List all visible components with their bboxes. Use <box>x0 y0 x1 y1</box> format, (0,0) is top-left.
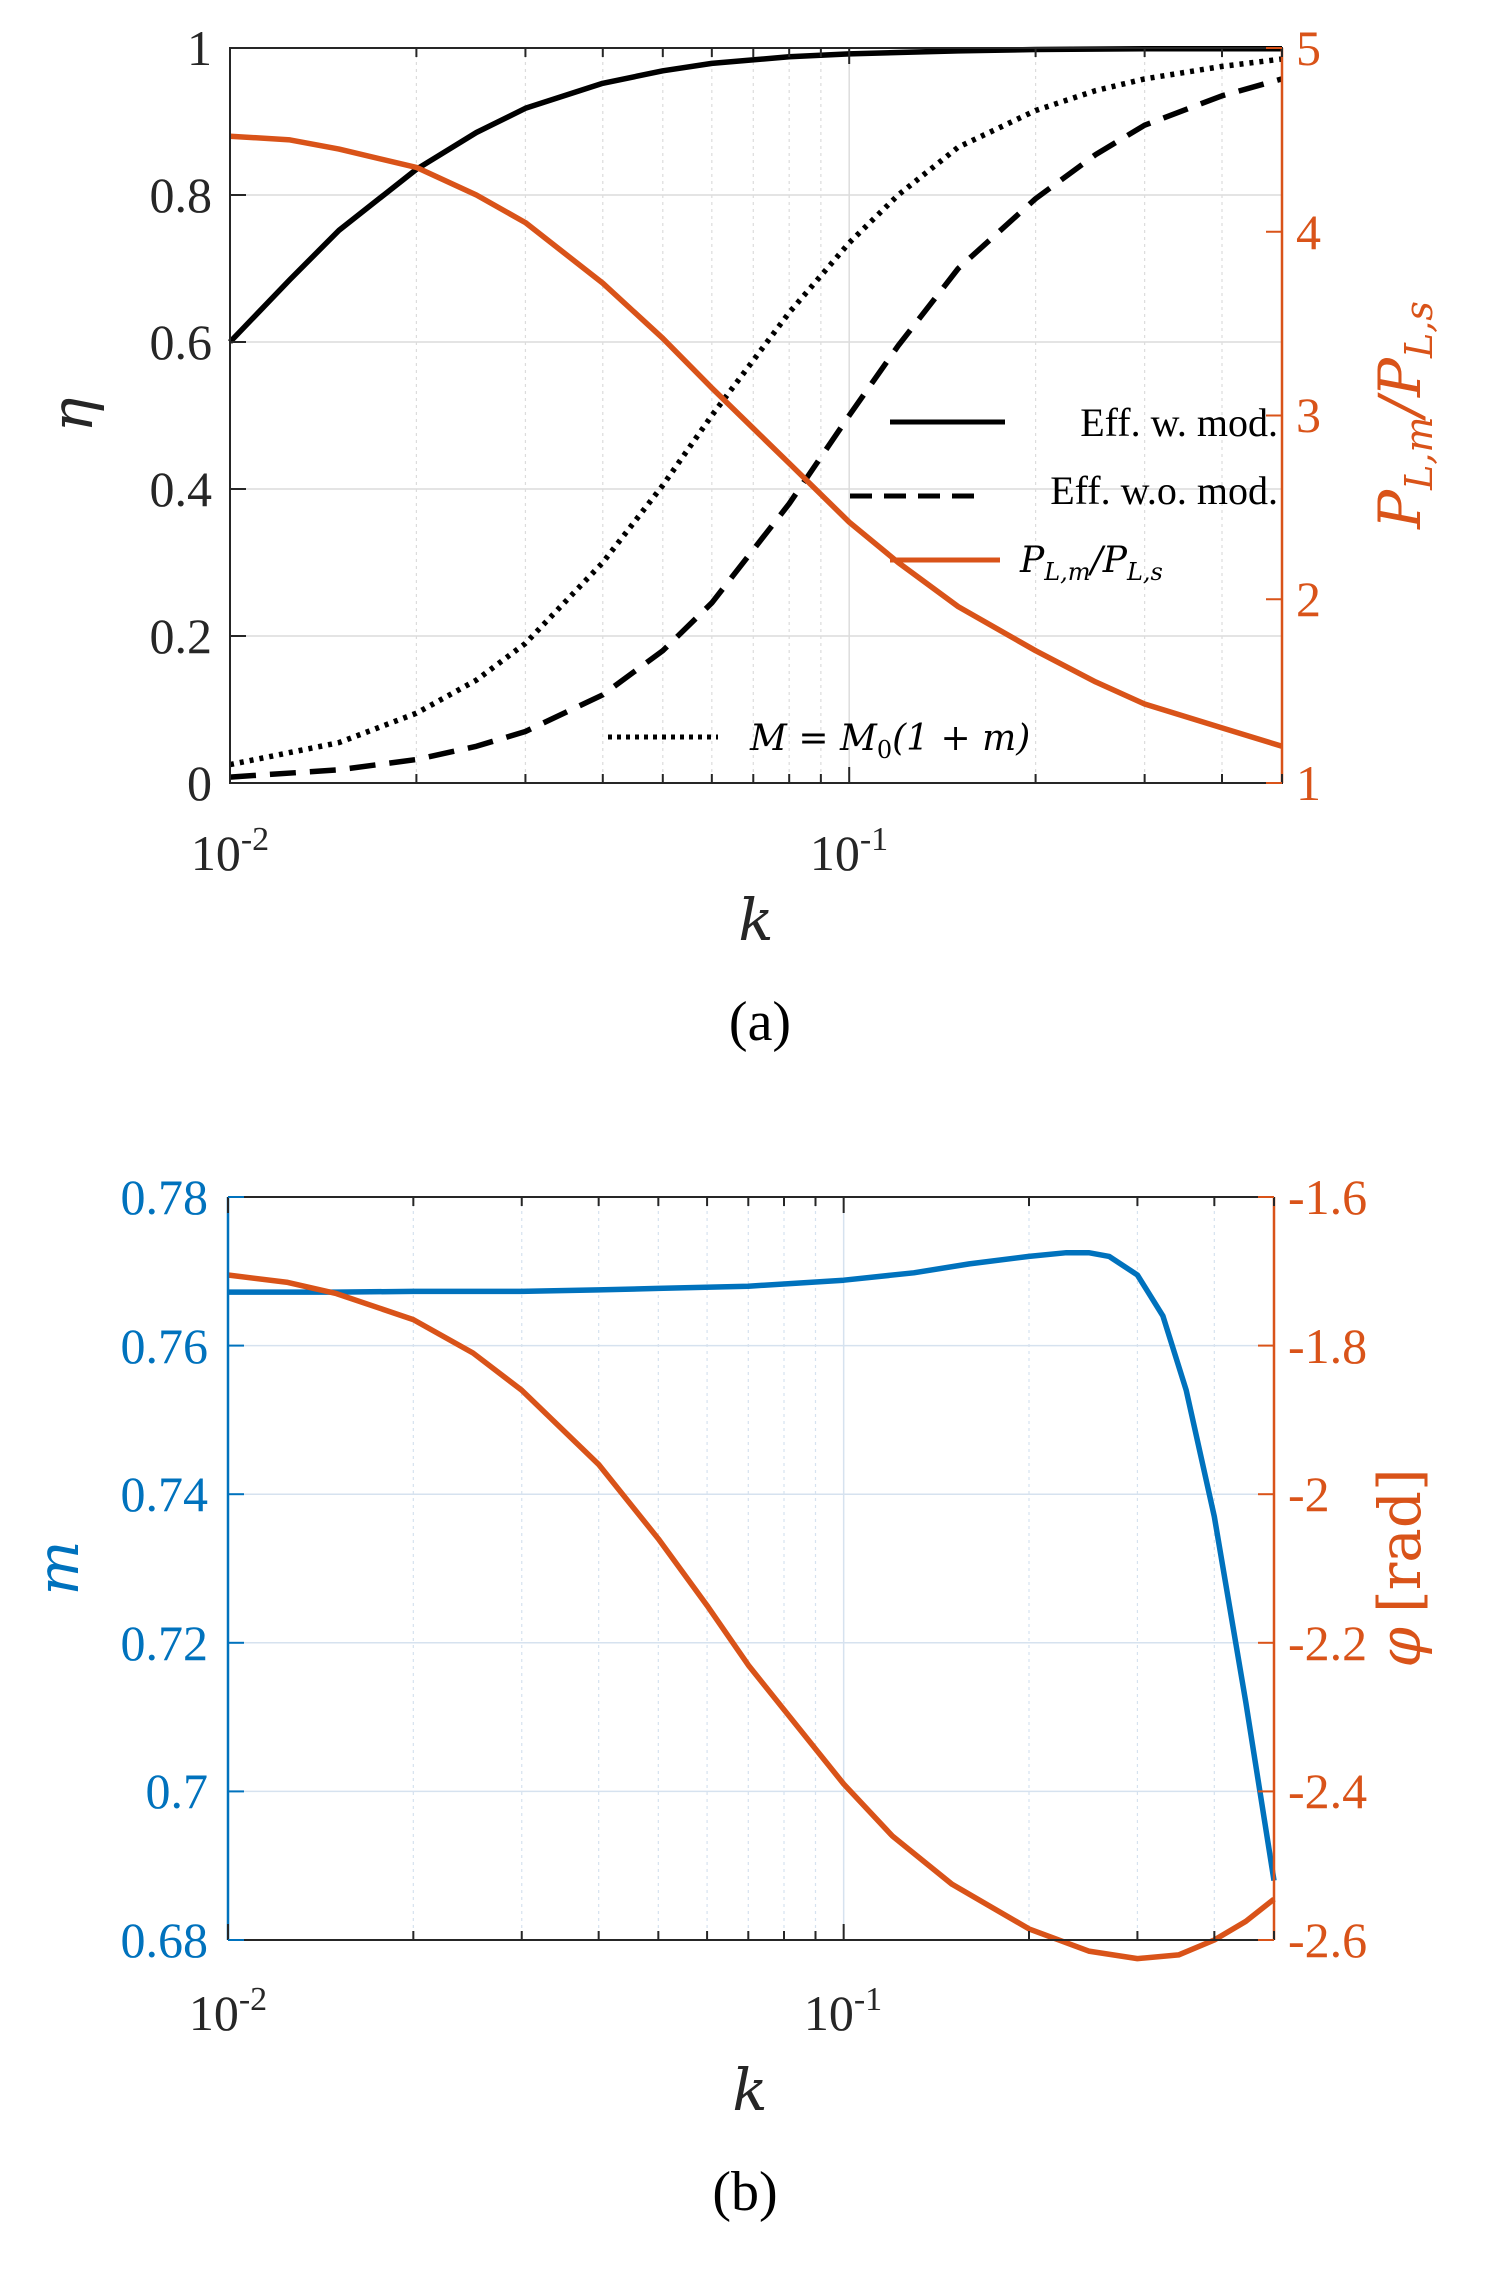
x-tick-b-0-exp: -2 <box>239 1981 267 2018</box>
x-tick-a-1: 10-1 <box>810 821 888 881</box>
x-tick-b-1: 10-1 <box>804 1981 882 2041</box>
y-tick-a-1: 0.2 <box>150 608 213 664</box>
ticks-a <box>229 47 1283 784</box>
y2-label-a: PL,m/PL,s <box>1366 301 1441 530</box>
x-tick-b-0-base: 10 <box>189 1985 239 2041</box>
annotation-sub: 0 <box>877 736 892 764</box>
y-tick-b-3: 0.74 <box>121 1466 209 1522</box>
series-line-a-0 <box>228 45 1282 344</box>
y-tick-b-4: 0.76 <box>121 1318 209 1374</box>
legend-ratio-sub2: L,s <box>1126 558 1163 586</box>
y-tick-a-5: 1 <box>187 20 212 76</box>
legend-label-wo-mod: Eff. w.o. mod. <box>1050 468 1278 513</box>
series-b <box>227 1249 1277 1962</box>
y-tick-b-5: 0.78 <box>121 1169 209 1225</box>
annotation-rhs: (1 + m) <box>892 718 1030 759</box>
y2-label-a-p2: P <box>1366 357 1434 398</box>
y2-label-b-phi: φ <box>1366 1627 1434 1668</box>
x-tick-a-1-exp: -1 <box>860 821 888 858</box>
y2-label-a-sub1: L,m <box>1397 417 1441 491</box>
y2-tick-b-1: -2.4 <box>1288 1763 1367 1819</box>
series-line-b-0 <box>228 1249 1277 1882</box>
ticks-b <box>227 1196 1275 1941</box>
annotation-m: M <box>839 718 878 759</box>
grid-b <box>227 1197 1275 1940</box>
legend-ratio-p1: P <box>1019 540 1045 581</box>
y2-tick-b-4: -1.8 <box>1288 1318 1367 1374</box>
y2-label-a-sub2: L,s <box>1397 301 1441 359</box>
x-label-b: k <box>732 2056 767 2124</box>
y-tick-a-3: 0.6 <box>150 314 213 370</box>
series-line-a-2 <box>229 56 1283 768</box>
x-tick-b-1-exp: -1 <box>854 1981 882 2018</box>
y2-tick-b-5: -1.6 <box>1288 1169 1367 1225</box>
panel-a: 0 0.2 0.4 0.6 0.8 1 1 2 3 4 5 10-2 10-1 … <box>38 20 1441 1053</box>
annotation-lhs: M <box>749 718 788 759</box>
x-tick-a-0-base: 10 <box>191 825 241 881</box>
x-tick-b-0: 10-2 <box>189 1981 267 2041</box>
x-label-a: k <box>738 886 773 954</box>
y2-tick-b-3: -2 <box>1288 1466 1330 1522</box>
y-tick-b-2: 0.72 <box>121 1615 209 1671</box>
series-line-a-3 <box>229 133 1283 749</box>
x-tick-a-1-base: 10 <box>810 825 860 881</box>
legend-ratio-slash: / <box>1088 540 1107 581</box>
legend-ratio-sub1: L,m <box>1043 558 1090 586</box>
x-tick-a-0-exp: -2 <box>241 821 269 858</box>
y2-tick-a-3: 4 <box>1296 204 1321 260</box>
y-tick-a-4: 0.8 <box>150 167 213 223</box>
series-a <box>228 45 1283 780</box>
legend-label-w-mod: Eff. w. mod. <box>1080 400 1278 445</box>
y-label-b: m <box>24 1541 92 1596</box>
y-tick-b-0: 0.68 <box>121 1912 209 1968</box>
legend-ratio-p2: P <box>1102 540 1128 581</box>
y2-tick-a-0: 1 <box>1296 755 1321 811</box>
series-line-b-1 <box>227 1272 1276 1962</box>
x-tick-a-0: 10-2 <box>191 821 269 881</box>
annotation-eq: = <box>787 718 840 759</box>
annotation-model: M = M0(1 + m) <box>749 718 1030 764</box>
y2-tick-a-4: 5 <box>1296 20 1321 76</box>
x-tick-b-1-base: 10 <box>804 1985 854 2041</box>
y2-tick-a-2: 3 <box>1296 387 1321 443</box>
y2-tick-b-2: -2.2 <box>1288 1615 1367 1671</box>
panel-b: 0.68 0.7 0.72 0.74 0.76 0.78 -2.6 -2.4 -… <box>24 1169 1434 2223</box>
y2-label-b: φ [rad] <box>1366 1468 1434 1667</box>
y-tick-b-1: 0.7 <box>146 1763 209 1819</box>
caption-b: (b) <box>712 2161 777 2223</box>
y2-tick-a-1: 2 <box>1296 571 1321 627</box>
plot-area-a <box>230 48 1282 783</box>
plot-area-b <box>228 1197 1274 1940</box>
y-label-a: η <box>38 397 106 432</box>
y2-tick-b-0: -2.6 <box>1288 1912 1367 1968</box>
legend-label-ratio: PL,m/PL,s <box>1019 540 1163 586</box>
caption-a: (a) <box>729 991 791 1053</box>
series-line-a-1 <box>229 76 1283 780</box>
y2-label-a-p1: P <box>1366 489 1434 530</box>
legend-a: Eff. w. mod. Eff. w.o. mod. PL,m/PL,s <box>850 400 1278 586</box>
y2-label-b-unit: [rad] <box>1366 1468 1434 1613</box>
y-tick-a-2: 0.4 <box>150 461 213 517</box>
y-tick-a-0: 0 <box>187 755 212 811</box>
